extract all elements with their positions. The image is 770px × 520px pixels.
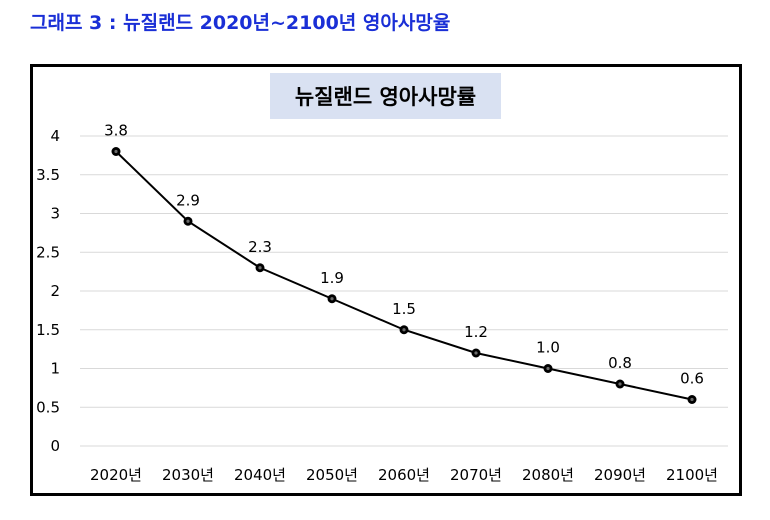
data-point-center (690, 397, 694, 402)
data-labels: 3.8 2.9 2.3 1.9 1.5 1.2 1.0 0.8 0.6 (104, 122, 704, 388)
data-label: 1.5 (392, 300, 416, 318)
y-tick-label: 3 (50, 205, 60, 223)
x-tick-label: 2050년 (306, 466, 358, 484)
data-label: 2.3 (248, 238, 272, 256)
data-point-center (258, 266, 262, 270)
x-tick-label: 2070년 (450, 466, 502, 484)
data-label: 1.9 (320, 269, 344, 287)
y-tick-label: 3.5 (36, 166, 60, 184)
x-tick-label: 2040년 (234, 466, 286, 484)
x-tick-label: 2100년 (666, 466, 718, 484)
series-line-layer (115, 150, 693, 401)
y-tick-label: 2 (50, 282, 60, 300)
data-label: 3.8 (104, 122, 128, 140)
data-label: 2.9 (176, 191, 200, 209)
y-tick-label: 1.5 (36, 321, 60, 339)
x-tick-label: 2020년 (90, 466, 142, 484)
data-label: 0.8 (608, 354, 632, 372)
gridlines (80, 135, 728, 447)
x-tick-label: 2060년 (378, 466, 430, 484)
y-tick-label: 0.5 (36, 398, 60, 416)
chart-title: 뉴질랜드 영아사망률 (270, 73, 501, 119)
data-label: 1.0 (536, 339, 560, 357)
series-line (115, 150, 693, 401)
data-point-center (186, 219, 190, 223)
y-axis-ticks: 0 0.5 1 1.5 2 2.5 3 3.5 4 (36, 127, 60, 455)
data-point-center (114, 149, 118, 154)
y-tick-label: 1 (50, 360, 60, 378)
data-point-center (330, 297, 334, 301)
x-tick-label: 2080년 (522, 466, 574, 484)
x-axis-ticks: 2020년 2030년 2040년 2050년 2060년 2070년 2080년 2090년… (90, 466, 718, 484)
x-tick-label: 2090년 (594, 466, 646, 484)
page-heading: 그래프 3 : 뉴질랜드 2020년~2100년 영아사망율 (30, 12, 451, 34)
data-point-center (618, 382, 622, 386)
data-label: 0.6 (680, 370, 704, 388)
data-point-center (474, 351, 478, 355)
data-label: 1.2 (464, 323, 488, 341)
y-tick-label: 0 (50, 437, 60, 455)
data-points (111, 147, 697, 404)
x-tick-label: 2030년 (162, 466, 214, 484)
y-tick-label: 2.5 (36, 243, 60, 261)
data-point-center (402, 328, 406, 332)
data-point-center (546, 366, 550, 371)
y-tick-label: 4 (50, 127, 60, 145)
